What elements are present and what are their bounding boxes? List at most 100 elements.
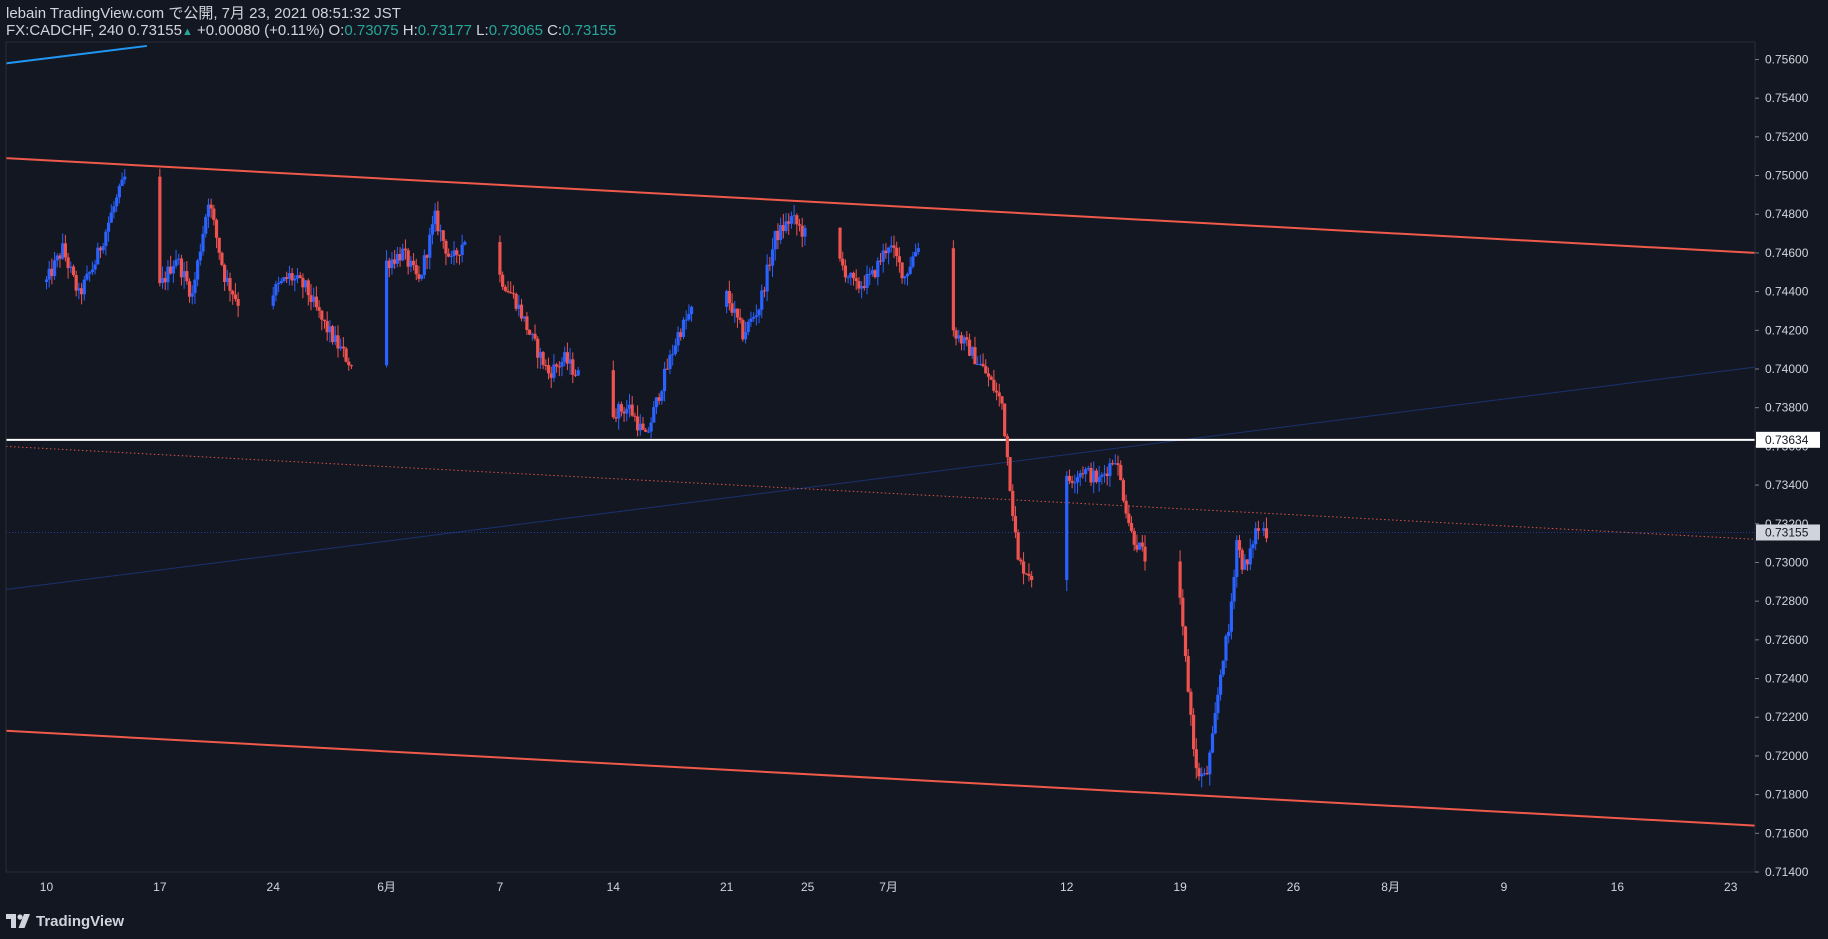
candle-body [673, 345, 677, 354]
candle-body [109, 212, 113, 223]
candle-body [1129, 523, 1134, 531]
candle-body [849, 272, 853, 278]
candle-body [1027, 573, 1031, 576]
up-arrow-icon: ▲ [181, 26, 193, 38]
candle-body [398, 253, 402, 261]
candle-body [868, 273, 872, 275]
y-tick-label: 0.75000 [1765, 169, 1809, 183]
candle-body [517, 304, 521, 309]
candle-body [317, 307, 321, 311]
candle-body [231, 290, 235, 295]
candle-body [1256, 528, 1260, 531]
candle-body [1024, 573, 1028, 575]
candle-body [428, 234, 432, 258]
candle-body [965, 337, 969, 340]
tradingview-branding[interactable]: TradingView [6, 910, 124, 932]
candle-body [503, 286, 507, 291]
candle-body [328, 326, 332, 333]
candle-body [951, 248, 955, 331]
candle-body [228, 278, 232, 291]
candle-body [689, 306, 694, 315]
candle-body [82, 279, 86, 295]
candle-body [614, 417, 618, 419]
candle-body [393, 259, 397, 264]
candle-body [190, 293, 194, 297]
candle-body [997, 392, 1001, 397]
candle-body [1135, 544, 1139, 550]
candle-body [954, 330, 958, 339]
candle-body [1116, 463, 1120, 465]
candle-body [1218, 674, 1223, 695]
candle-body [635, 416, 640, 431]
candle-body [967, 339, 972, 356]
candle-body [1019, 559, 1023, 562]
candle-body [411, 260, 416, 265]
candle-body [347, 361, 351, 366]
candle-body [71, 266, 76, 276]
y-tick-label: 0.72400 [1765, 672, 1809, 686]
candle-body [403, 248, 408, 251]
candle-body [438, 230, 443, 232]
candle-body [1067, 475, 1072, 481]
y-tick-label: 0.71600 [1765, 826, 1809, 840]
candle-body [633, 415, 637, 417]
candle-body [765, 264, 769, 292]
candle-body [1205, 773, 1209, 775]
candle-body [179, 258, 184, 278]
candle-body [992, 379, 996, 391]
candle-body [662, 368, 667, 392]
candle-body [425, 255, 429, 258]
candle-body [47, 268, 51, 280]
y-tick-label: 0.74800 [1765, 207, 1809, 221]
candle-body [1003, 403, 1007, 437]
candle-body [314, 296, 318, 308]
candle-body [851, 272, 856, 279]
candle-body [63, 243, 67, 258]
candle-body [1100, 474, 1104, 477]
candle-body [1189, 691, 1193, 715]
candle-body [301, 277, 305, 288]
candle-body [725, 291, 729, 307]
y-tick-label: 0.72800 [1765, 594, 1809, 608]
y-tick-label: 0.74400 [1765, 285, 1809, 299]
candle-body [862, 286, 866, 288]
candle-body [779, 225, 783, 241]
candle-body [1094, 470, 1099, 482]
x-tick-label: 19 [1173, 880, 1187, 894]
candle-body [501, 274, 505, 287]
candle-body [865, 274, 869, 288]
candle-body [1140, 542, 1144, 547]
candle-body [349, 365, 354, 367]
candle-body [544, 365, 548, 367]
x-tick-label: 12 [1060, 880, 1074, 894]
candle-body [889, 245, 893, 248]
candle-body [528, 329, 532, 335]
symbol-label[interactable]: FX:CADCHF, 240 [6, 22, 124, 39]
candle-body [962, 337, 966, 344]
candle-body [870, 270, 875, 274]
candle-body [220, 252, 224, 265]
candle-body [101, 246, 105, 251]
candle-body [986, 373, 991, 377]
candle-body [225, 278, 229, 283]
candle-body [757, 309, 761, 316]
x-tick-label: 10 [40, 880, 54, 894]
y-tick-label: 0.75200 [1765, 130, 1809, 144]
candle-body [1011, 490, 1015, 517]
candle-body [1111, 463, 1115, 465]
candle-body [568, 359, 572, 364]
y-tick-label: 0.73400 [1765, 478, 1809, 492]
candle-body [792, 215, 796, 217]
candle-body [684, 319, 688, 321]
candle-body [1200, 773, 1204, 777]
candle-body [1194, 749, 1198, 769]
candle-body [166, 266, 170, 283]
candle-body [271, 295, 275, 306]
candle-body [430, 224, 435, 235]
chart-header: lebain TradingView.com で公開, 7月 23, 2021 … [6, 5, 616, 41]
candle-body [44, 279, 49, 282]
candle-body [290, 273, 294, 281]
x-tick-label: 21 [720, 880, 734, 894]
candle-body [58, 255, 62, 259]
